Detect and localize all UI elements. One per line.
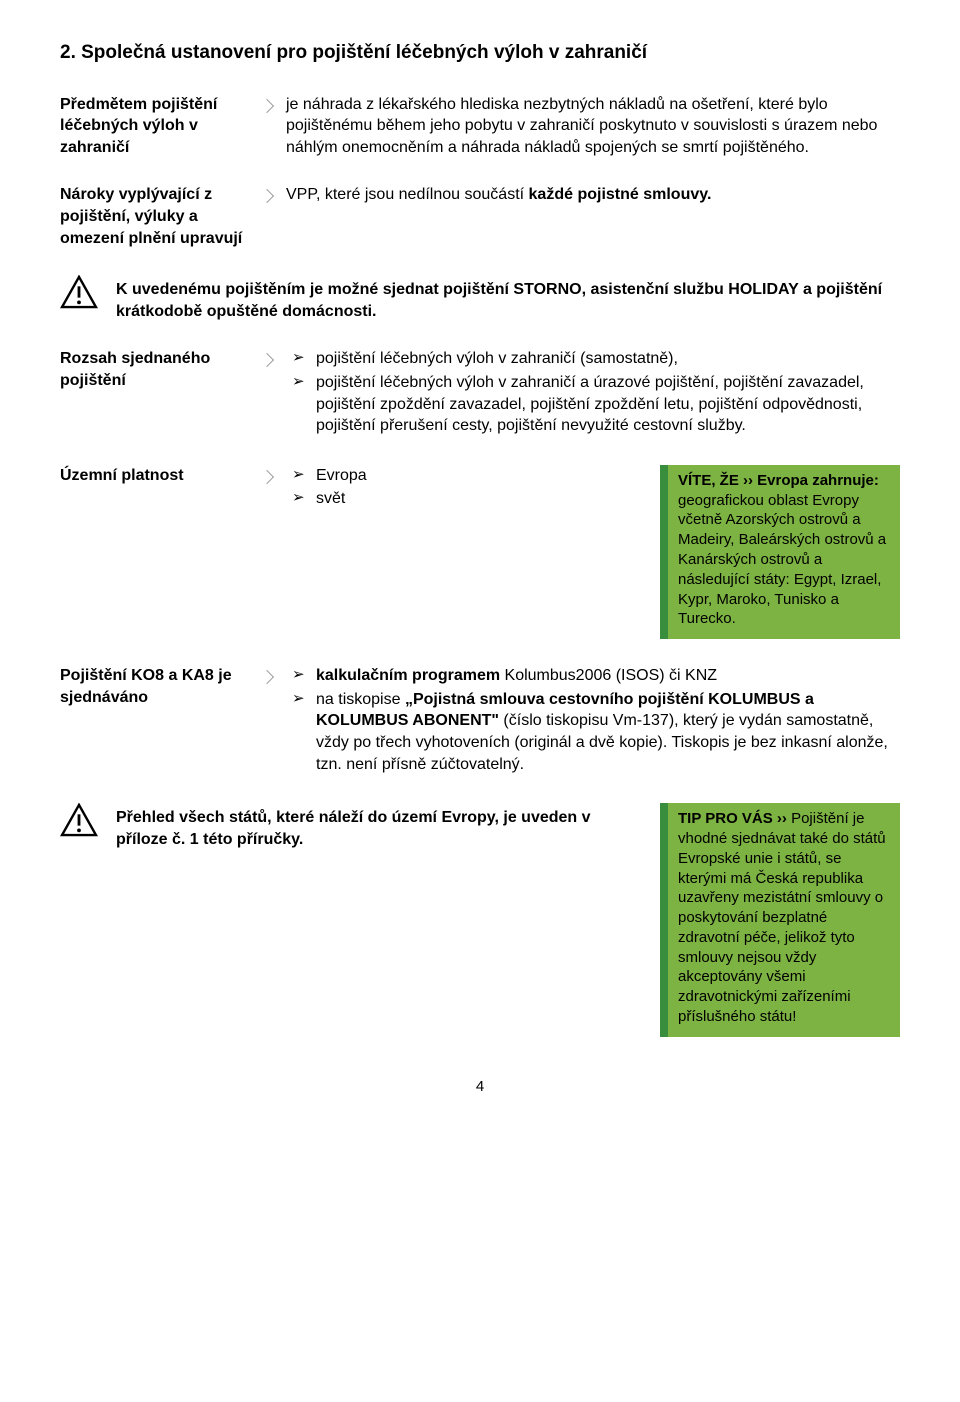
info-box-europe: VÍTE, ŽE ›› Evropa zahrnuje: geograficko… [660, 465, 900, 639]
info-box-tip: TIP PRO VÁS ›› Pojištění je vhodné sjedn… [660, 803, 900, 1037]
definition-row-territory: Územní platnost Evropa svět VÍTE, ŽE ›› … [60, 465, 900, 639]
addendum-row: Přehled všech států, které náleží do úze… [60, 803, 900, 1037]
warning-icon [60, 275, 98, 309]
ko8-list: kalkulačním programem Kolumbus2006 (ISOS… [286, 665, 900, 777]
chevron-icon [260, 465, 286, 489]
warning-text-1: K uvedenému pojištěním je možné sjednat … [116, 275, 900, 322]
warning-icon [60, 803, 98, 837]
chevron-icon [260, 348, 286, 372]
list-item: svět [286, 488, 648, 510]
info-box-text: geografickou oblast Evropy včetně Azorsk… [678, 492, 886, 628]
text-claims: VPP, které jsou nedílnou součástí každé … [286, 184, 900, 206]
chevron-icon [260, 184, 286, 208]
section-heading: 2. Společná ustanovení pro pojištění léč… [60, 40, 900, 66]
list-item: na tiskopise „Pojistná smlouva cestovníh… [286, 689, 900, 775]
list-item: kalkulačním programem Kolumbus2006 (ISOS… [286, 665, 900, 687]
chevron-icon [260, 94, 286, 118]
definition-row-ko8: Pojištění KO8 a KA8 je sjednáváno kalkul… [60, 665, 900, 777]
label-claims: Nároky vyplývající z pojištění, výluky a… [60, 184, 260, 249]
warning-text-2: Přehled všech států, které náleží do úze… [116, 803, 648, 850]
label-subject: Předmětem pojištění léčebných výloh v za… [60, 94, 260, 159]
label-ko8: Pojištění KO8 a KA8 je sjednáváno [60, 665, 260, 708]
list-item: Evropa [286, 465, 648, 487]
scope-list: pojištění léčebných výloh v zahraničí (s… [286, 348, 900, 438]
list-item: pojištění léčebných výloh v zahraničí (s… [286, 348, 900, 370]
chevron-icon [260, 665, 286, 689]
definition-row-subject: Předmětem pojištění léčebných výloh v za… [60, 94, 900, 159]
list-item: pojištění léčebných výloh v zahraničí a … [286, 372, 900, 437]
info-box-text: Pojištění je vhodné sjednávat také do st… [678, 810, 886, 1025]
page-number: 4 [60, 1077, 900, 1097]
definition-row-scope: Rozsah sjednaného pojištění pojištění lé… [60, 348, 900, 438]
text-subject: je náhrada z lékařského hlediska nezbytn… [286, 94, 900, 159]
label-scope: Rozsah sjednaného pojištění [60, 348, 260, 391]
label-territory: Územní platnost [60, 465, 260, 487]
warning-note-1: K uvedenému pojištěním je možné sjednat … [60, 275, 900, 322]
definition-row-claims: Nároky vyplývající z pojištění, výluky a… [60, 184, 900, 249]
territory-list: Evropa svět [286, 465, 648, 512]
